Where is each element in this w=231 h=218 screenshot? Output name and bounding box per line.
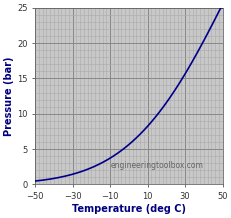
X-axis label: Temperature (deg C): Temperature (deg C): [72, 204, 185, 214]
Y-axis label: Pressure (bar): Pressure (bar): [4, 56, 14, 136]
Text: engineeringtoolbox.com: engineeringtoolbox.com: [110, 161, 203, 170]
